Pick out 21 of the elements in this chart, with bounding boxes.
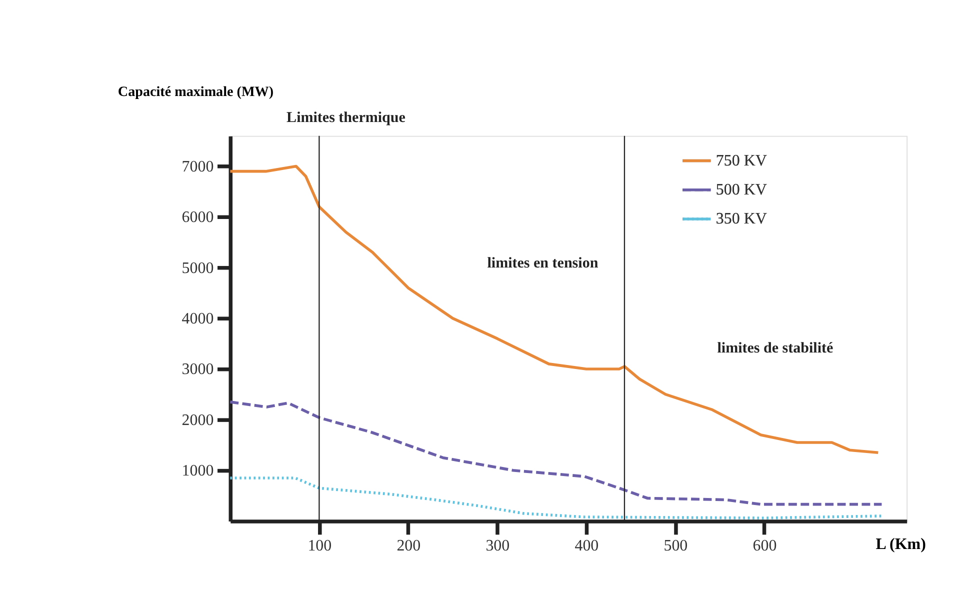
x-tick-label: 300 <box>486 538 510 555</box>
x-tick-label: 600 <box>752 538 777 555</box>
y-tick-label: 7000 <box>182 158 214 176</box>
y-tick-label: 6000 <box>182 209 214 226</box>
x-axis-title: L (Km) <box>876 536 926 553</box>
y-axis-title: Capacité maximale (MW) <box>118 84 274 100</box>
x-tick-label: 100 <box>308 538 332 555</box>
y-tick-label: 2000 <box>182 412 214 429</box>
legend-label: 750 KV <box>716 152 768 170</box>
annotation: limites en tension <box>487 256 599 272</box>
x-tick-label: 200 <box>396 538 421 555</box>
legend-label: 500 KV <box>716 182 768 199</box>
y-tick-label: 3000 <box>182 361 214 378</box>
x-tick-label: 500 <box>664 538 688 555</box>
text: Limites thermique <box>286 110 406 126</box>
y-tick-label: 5000 <box>182 260 214 277</box>
legend-label: 350 KV <box>716 210 768 228</box>
y-tick-label: 4000 <box>182 310 214 328</box>
annotation: limites de stabilité <box>717 340 834 356</box>
y-tick-label: 1000 <box>182 462 214 480</box>
x-tick-label: 400 <box>574 538 599 555</box>
